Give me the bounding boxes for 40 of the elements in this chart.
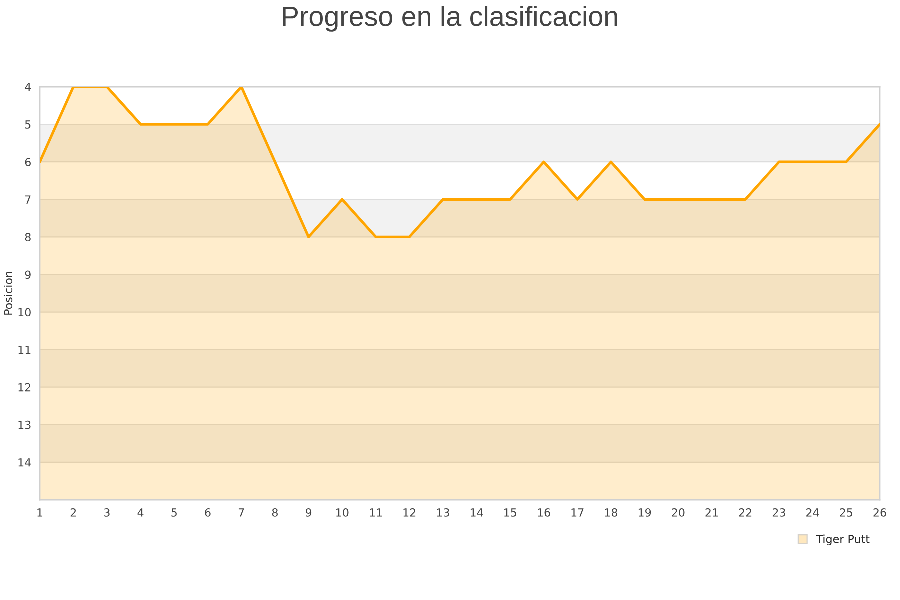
y-tick-label: 12 [18,383,31,392]
x-tick-label: 7 [238,508,244,517]
x-tick-label: 25 [840,508,852,517]
y-tick-label: 6 [25,158,31,166]
x-tick-label: 23 [772,508,786,517]
y-tick-label: 8 [25,233,31,242]
y-axis-title: Posicion [4,272,13,315]
x-tick-label: 20 [672,508,685,517]
x-tick-label: 9 [306,508,312,517]
y-tick-label: 10 [18,308,31,317]
x-tick-label: 14 [470,508,484,517]
x-tick-label: 4 [138,508,144,517]
x-tick-label: 10 [336,508,349,517]
x-tick-label: 3 [104,508,110,517]
y-tick-label: 4 [25,83,32,92]
x-tick-label: 11 [370,508,382,517]
x-tick-label: 24 [806,508,820,517]
x-tick-label: 8 [272,508,278,517]
x-tick-label: 5 [172,508,177,517]
x-tick-label: 15 [504,508,516,517]
y-tick-label: 7 [26,196,31,204]
x-tick-label: 19 [638,508,652,517]
x-tick-label: 13 [437,508,450,517]
x-tick-label: 2 [70,508,76,517]
legend-label: Tiger Putt [816,534,870,546]
y-tick-label: 9 [25,270,31,280]
chart-title: Progreso en la clasificacion [283,6,618,32]
x-tick-label: 1 [38,508,43,517]
x-tick-label: 12 [404,508,416,517]
y-tick-label: 11 [18,346,31,354]
x-tick-label: 16 [538,508,550,517]
x-tick-label: 17 [572,508,584,517]
x-tick-label: 6 [205,508,211,517]
x-tick-label: 18 [605,508,618,517]
x-tick-label: 22 [739,508,752,517]
x-tick-label: 26 [874,508,886,517]
x-tick-label: 21 [706,508,718,517]
y-tick-label: 5 [25,120,31,129]
y-tick-label: 14 [18,458,32,467]
y-tick-label: 13 [18,420,31,430]
